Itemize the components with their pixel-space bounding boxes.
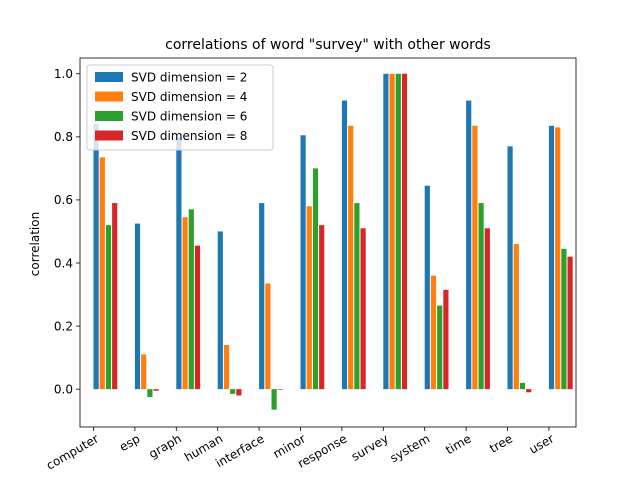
- legend-swatch-series-3: [95, 111, 123, 121]
- bar-computer-series-3: [105, 225, 112, 390]
- bar-computer-series-2: [99, 157, 105, 390]
- bar-survey-series-1: [383, 73, 389, 390]
- bar-tree-series-3: [519, 382, 526, 390]
- bar-interface-series-1: [259, 203, 265, 390]
- bar-computer-series-4: [112, 203, 118, 390]
- bar-response-series-1: [341, 100, 348, 390]
- bar-minor-series-2: [306, 206, 312, 390]
- legend-label-series-2: SVD dimension = 4: [131, 90, 247, 104]
- y-tick-label: 0.0: [54, 382, 73, 396]
- bar-graph-series-3: [188, 209, 194, 390]
- y-tick-label: 1.0: [54, 67, 73, 81]
- y-axis-label: correlation: [28, 212, 42, 276]
- bar-minor-series-4: [319, 225, 325, 390]
- legend-box: [86, 64, 274, 151]
- bar-graph-series-4: [194, 245, 201, 390]
- bar-response-series-4: [360, 228, 366, 390]
- bar-graph-series-2: [182, 217, 188, 390]
- bar-system-series-2: [430, 275, 437, 390]
- bar-esp-series-3: [147, 389, 153, 398]
- bar-tree-series-2: [513, 244, 519, 390]
- bar-esp-series-4: [153, 389, 159, 391]
- bar-time-series-1: [466, 100, 472, 390]
- bar-survey-series-2: [389, 73, 395, 390]
- bars-layer: [93, 73, 573, 410]
- bar-user-series-2: [555, 127, 561, 390]
- bar-human-series-2: [223, 345, 230, 390]
- plot-frame: [79, 57, 577, 428]
- bar-esp-series-1: [134, 223, 141, 390]
- legend-label-series-1: SVD dimension = 2: [131, 70, 247, 84]
- bar-time-series-2: [472, 125, 478, 390]
- y-tick-label: 0.6: [54, 193, 73, 207]
- y-tick-label: 0.8: [54, 130, 73, 144]
- bar-human-series-1: [217, 231, 223, 390]
- bar-user-series-4: [567, 256, 573, 390]
- bar-minor-series-1: [300, 135, 306, 390]
- bar-survey-series-3: [395, 73, 401, 390]
- bar-human-series-3: [230, 389, 236, 394]
- bar-tree-series-4: [526, 389, 532, 393]
- bar-survey-series-4: [401, 73, 408, 390]
- bar-system-series-1: [424, 185, 430, 390]
- legend-label-series-4: SVD dimension = 8: [131, 129, 247, 143]
- bar-minor-series-3: [312, 168, 319, 390]
- legend-label-series-3: SVD dimension = 6: [131, 109, 247, 123]
- bar-user-series-3: [561, 248, 567, 390]
- bar-interface-series-2: [265, 283, 271, 390]
- bar-tree-series-1: [507, 146, 513, 390]
- legend-swatch-series-4: [95, 130, 123, 141]
- y-tick-label: 0.2: [54, 319, 73, 333]
- bar-human-series-4: [236, 389, 242, 396]
- y-tick-label: 0.4: [54, 256, 73, 270]
- bar-interface-series-3: [271, 389, 277, 410]
- chart-title: correlations of word "survey" with other…: [165, 37, 491, 53]
- bar-system-series-4: [443, 289, 449, 390]
- bar-graph-series-1: [176, 136, 182, 390]
- bar-response-series-3: [354, 203, 360, 390]
- bar-interface-series-4: [277, 389, 283, 390]
- bar-response-series-2: [348, 125, 354, 390]
- bar-user-series-1: [548, 125, 555, 390]
- bar-time-series-4: [484, 228, 490, 390]
- legend-swatch-series-2: [95, 91, 123, 102]
- bar-system-series-3: [437, 305, 443, 390]
- legend: SVD dimension = 2 SVD dimension = 4 SVD di…: [86, 64, 274, 151]
- bar-esp-series-2: [141, 354, 147, 390]
- bar-time-series-3: [478, 203, 484, 390]
- bar-computer-series-1: [93, 124, 99, 390]
- legend-swatch-series-1: [95, 72, 123, 82]
